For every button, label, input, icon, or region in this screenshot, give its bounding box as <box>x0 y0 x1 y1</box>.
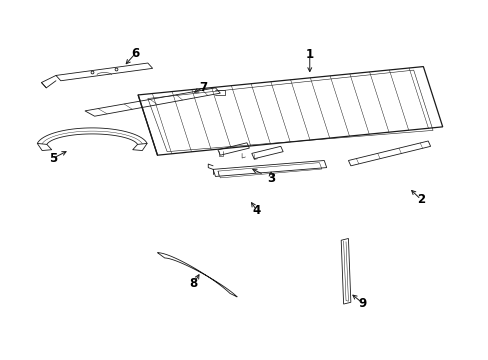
Text: 9: 9 <box>358 297 366 310</box>
Text: 5: 5 <box>49 152 58 165</box>
Text: 6: 6 <box>131 46 140 60</box>
Text: 1: 1 <box>305 48 313 61</box>
Text: 7: 7 <box>199 81 207 94</box>
Text: 8: 8 <box>189 277 198 290</box>
Text: 4: 4 <box>252 204 260 217</box>
Text: 3: 3 <box>266 172 275 185</box>
Text: 2: 2 <box>416 193 424 206</box>
